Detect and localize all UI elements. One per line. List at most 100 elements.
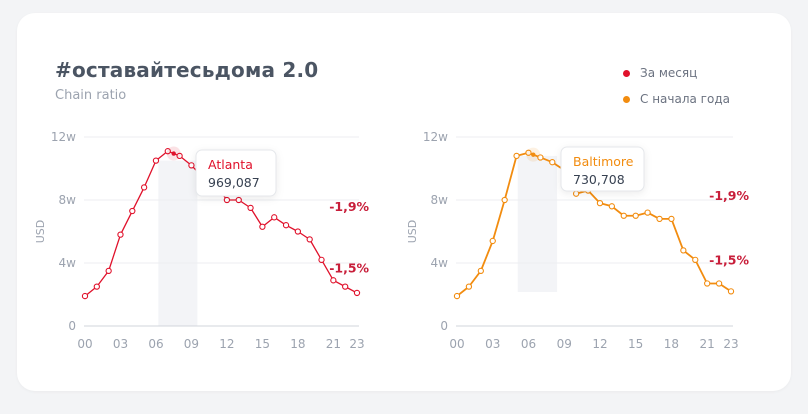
x-tick-label: 06 bbox=[521, 337, 536, 351]
data-point bbox=[489, 237, 496, 245]
data-point bbox=[259, 223, 266, 230]
data-point bbox=[223, 196, 231, 204]
legend-label: За месяц bbox=[640, 66, 698, 80]
x-tick-label: 18 bbox=[664, 337, 679, 351]
data-point bbox=[105, 267, 112, 275]
tooltip-value: 730,708 bbox=[573, 172, 625, 187]
x-tick-label: 12 bbox=[592, 337, 607, 351]
x-tick-label: 12 bbox=[219, 337, 234, 351]
tooltip-label: Atlanta bbox=[208, 157, 253, 172]
x-tick-label: 21 bbox=[326, 337, 341, 351]
chart-card bbox=[17, 13, 791, 391]
y-tick-label: 4w bbox=[59, 256, 77, 270]
legend-label: С начала года bbox=[640, 92, 730, 106]
tooltip: Baltimore 730,708 bbox=[560, 146, 645, 192]
y-axis-label: USD bbox=[406, 220, 419, 244]
data-point bbox=[294, 228, 302, 235]
data-point bbox=[164, 148, 171, 155]
y-tick-label: 0 bbox=[440, 319, 448, 333]
data-point bbox=[513, 152, 520, 160]
x-tick-label: 03 bbox=[113, 337, 128, 351]
data-point bbox=[306, 236, 313, 243]
legend: За месяц С начала года bbox=[623, 64, 730, 116]
data-point bbox=[235, 196, 242, 204]
data-point bbox=[549, 159, 556, 166]
chart-1: 0 4w 8w 12w USD 00 03 06 09 12 15 18 21 23 Atlanta 969,… bbox=[34, 130, 370, 351]
data-point bbox=[271, 214, 278, 221]
y-tick-label: 12w bbox=[423, 130, 448, 144]
data-point bbox=[608, 203, 616, 210]
x-tick-label: 03 bbox=[485, 337, 500, 351]
y-tick-label: 0 bbox=[68, 319, 76, 333]
data-point bbox=[81, 292, 89, 300]
data-point bbox=[353, 289, 361, 297]
data-point bbox=[537, 154, 544, 161]
change-annotation: -1,5% bbox=[329, 260, 369, 275]
data-point bbox=[668, 215, 675, 223]
data-point bbox=[129, 207, 136, 215]
data-point bbox=[525, 149, 532, 156]
data-point bbox=[117, 231, 124, 238]
change-annotation: -1,9% bbox=[709, 188, 749, 203]
data-point bbox=[656, 215, 663, 223]
data-point bbox=[632, 212, 639, 219]
data-point bbox=[247, 204, 254, 212]
data-point bbox=[188, 162, 195, 169]
data-point bbox=[93, 283, 100, 290]
y-axis-label: USD bbox=[34, 220, 47, 244]
data-point bbox=[572, 190, 580, 197]
x-tick-label: 15 bbox=[628, 337, 643, 351]
data-point bbox=[644, 209, 651, 216]
tooltip-box bbox=[195, 149, 277, 197]
legend-dot-icon bbox=[623, 95, 630, 103]
x-tick-label: 00 bbox=[449, 337, 464, 351]
y-tick-label: 8w bbox=[431, 193, 449, 207]
y-tick-label: 4w bbox=[431, 256, 449, 270]
legend-item-ytd[interactable]: С начала года bbox=[623, 90, 730, 108]
data-point bbox=[318, 256, 325, 263]
chart-2: 0 4w 8w 12w USD 00 03 06 09 12 15 18 21 23 Baltimore 73… bbox=[406, 130, 749, 351]
hover-point bbox=[531, 152, 536, 157]
data-point bbox=[477, 267, 484, 275]
data-point bbox=[704, 280, 711, 287]
y-tick-label: 8w bbox=[59, 193, 77, 207]
change-annotation: -1,5% bbox=[709, 253, 749, 268]
data-point bbox=[692, 256, 699, 263]
data-point bbox=[680, 247, 687, 254]
page-subtitle: Chain ratio bbox=[55, 88, 127, 103]
highlight-band bbox=[158, 160, 198, 326]
data-point bbox=[453, 292, 461, 300]
data-point bbox=[342, 283, 349, 290]
x-tick-label: 21 bbox=[700, 337, 715, 351]
tooltip-label: Baltimore bbox=[573, 154, 634, 169]
change-annotation: -1,9% bbox=[329, 199, 369, 214]
x-tick-label: 18 bbox=[290, 337, 305, 351]
data-point bbox=[152, 157, 160, 164]
highlight-band bbox=[517, 155, 558, 292]
data-point bbox=[140, 184, 148, 191]
x-tick-label: 23 bbox=[349, 337, 364, 351]
data-point bbox=[620, 212, 627, 219]
data-point bbox=[176, 152, 183, 160]
x-tick-label: 23 bbox=[723, 337, 738, 351]
hover-point bbox=[171, 151, 176, 156]
data-point bbox=[596, 199, 604, 207]
data-point bbox=[727, 288, 735, 295]
tooltip-box bbox=[560, 146, 645, 192]
y-tick-label: 12w bbox=[51, 130, 76, 144]
tooltip-value: 969,087 bbox=[208, 175, 260, 190]
x-tick-label: 09 bbox=[557, 337, 572, 351]
data-point bbox=[465, 283, 473, 290]
x-tick-label: 06 bbox=[148, 337, 163, 351]
x-tick-label: 15 bbox=[255, 337, 270, 351]
x-tick-label: 09 bbox=[184, 337, 199, 351]
data-point bbox=[282, 222, 290, 229]
x-tick-label: 00 bbox=[77, 337, 92, 351]
data-point bbox=[501, 196, 508, 204]
legend-item-month[interactable]: За месяц bbox=[623, 64, 730, 82]
data-point bbox=[715, 280, 723, 287]
data-point bbox=[330, 277, 337, 284]
legend-dot-icon bbox=[623, 69, 630, 77]
page-title: #оставайтесьдома 2.0 bbox=[55, 58, 319, 82]
